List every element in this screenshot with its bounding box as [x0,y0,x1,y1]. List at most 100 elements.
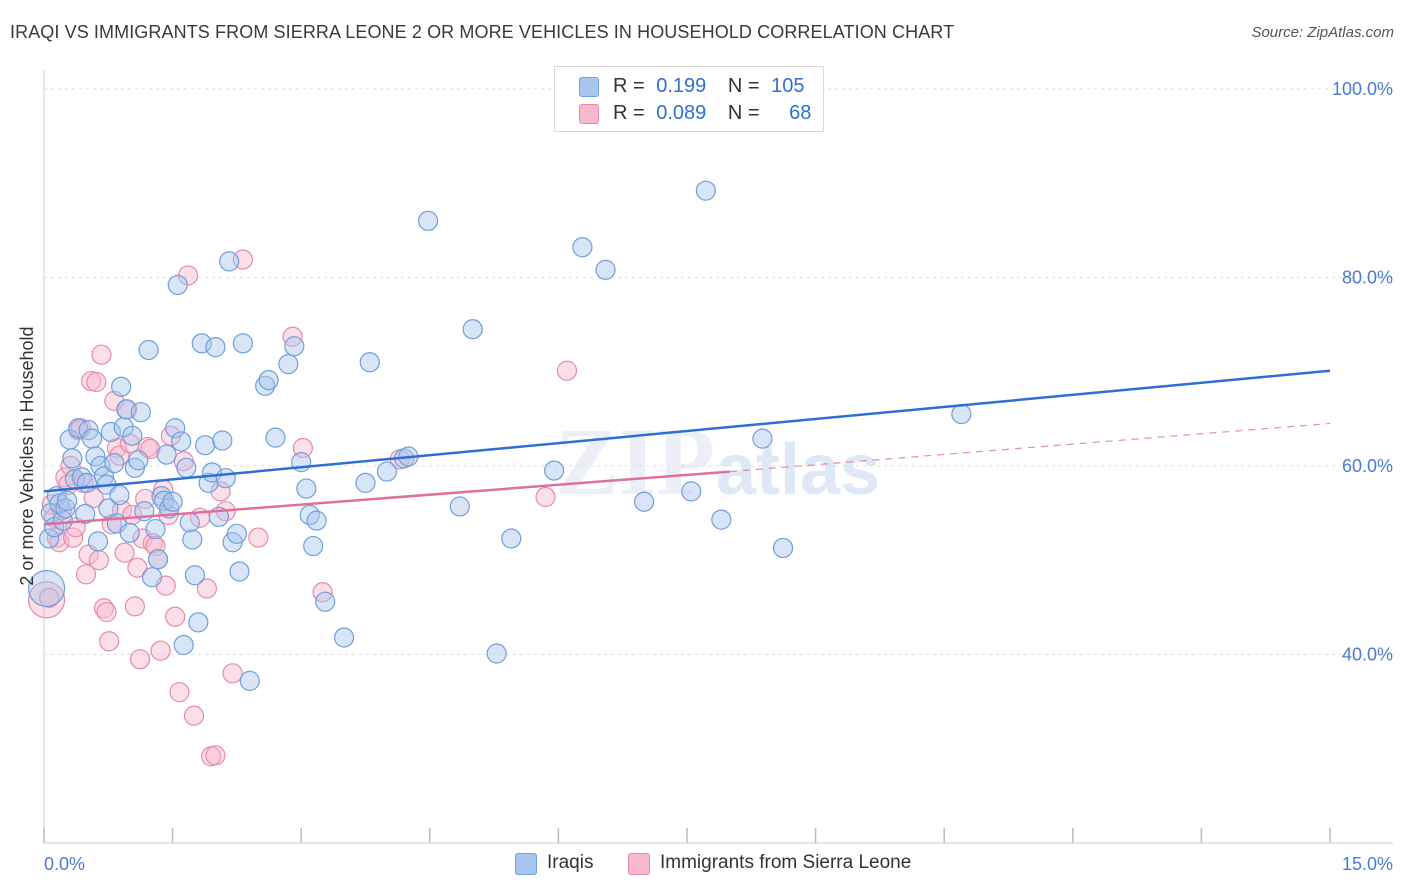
sierra-point [183,705,205,726]
iraqi-point [113,417,134,438]
iraqi-point [695,180,716,201]
iraqi-point [176,457,197,478]
iraqi-point [544,460,565,481]
sierra-point [83,487,104,509]
legend-r-label: R = [613,102,645,124]
iraqi-point [219,251,240,272]
iraqi-point [39,528,60,549]
iraqi-point [87,531,109,552]
iraqi-point [52,510,73,531]
iraqi-point [306,510,327,531]
iraqi-point [81,428,103,449]
iraqi-point [57,490,78,511]
iraqi-point [449,496,470,517]
iraqi-point [182,529,203,550]
watermark-atlas: atlas [716,430,880,510]
iraqi-point [119,522,140,543]
iraqi-point [173,634,194,656]
sierra-point [114,542,135,563]
iraqi-point [232,333,254,354]
sierra-point [96,601,117,623]
iraqi-point [167,274,188,296]
legend-n-iraqis: 105 [771,75,805,97]
iraqi-point [162,491,183,512]
iraqi-point [171,431,192,452]
sierra-point [39,587,60,609]
iraqi-point [229,561,250,582]
iraqi-point [417,210,439,231]
watermark-zip: ZIP [555,408,715,515]
iraqi-point [951,403,972,425]
iraqi-point [147,549,169,570]
iraqi-point [303,535,324,557]
sierra-trendline-extension [729,422,1331,473]
iraqi-point [634,491,655,512]
chart-title: IRAQI VS IMMIGRANTS FROM SIERRA LEONE 2 … [10,22,955,42]
iraqi-point [104,452,125,474]
sierra-point [91,344,112,365]
sierra-point [93,598,115,619]
sierra-point [169,682,190,703]
sierra-point [86,371,107,393]
y-axis-label: 2 or more Vehicles in Household [17,326,37,585]
iraqi-point [85,446,106,467]
legend-n-label: N = [727,102,760,124]
iraqi-point [55,498,76,519]
iraqi-point [184,565,205,586]
y-tick-label: 100.0% [1332,79,1393,99]
iraqi-points [27,180,972,691]
iraqi-point [359,352,380,373]
iraqi-point [681,481,702,502]
sierra-point [99,631,120,652]
iraqi-point [130,402,151,423]
iraqi-point [752,428,773,449]
sierra-point [106,437,127,459]
sierra-point [150,640,171,661]
trendlines [43,369,1331,526]
sierra-point [75,564,97,585]
sierra-point [129,649,151,670]
sierra-point [535,486,556,508]
iraqi-point [772,537,794,559]
iraqi-point [376,461,398,482]
iraqi-point [111,376,132,397]
sierra-point [122,504,143,526]
iraqi-point [711,509,732,530]
iraqi-point [195,435,216,456]
iraqi-point [27,569,66,608]
iraqi-point [572,237,593,258]
legend-n-label: N = [727,75,760,97]
sierra-point [145,535,166,557]
iraqi-point [486,643,507,664]
stats-legend: R = 0.199 N = 105 R = 0.089 N = 68 [554,66,824,132]
iraqi-point [205,337,226,358]
axes [43,70,1393,844]
legend-swatch-iraqis [579,77,599,97]
iraqi-point [299,504,320,526]
x-tick-max: 15.0% [1342,854,1393,874]
iraqi-point [258,370,279,391]
iraqi-point [138,339,159,361]
legend-r-label: R = [613,75,645,97]
y-tick-label: 40.0% [1342,644,1393,664]
iraqi-point [462,319,483,340]
watermark: ZIP atlas [555,408,880,515]
iraqi-point [333,627,355,648]
iraqi-point [296,478,317,499]
iraqi-point [188,612,209,633]
iraqi-point [255,375,276,396]
iraqi-point [128,450,149,471]
y-tick-label: 60.0% [1342,456,1393,476]
sierra-point [556,360,578,381]
x-tick-labels: 0.0% 15.0% [44,854,1393,874]
legend-r-sierra: 0.089 [656,102,707,124]
sierra-point [88,550,109,571]
bottom-legend-label-iraqis: Iraqis [547,852,594,873]
bottom-legend-swatch-iraqis [515,853,537,875]
sierra-point [248,527,269,548]
sierra-point [124,596,145,617]
sierra-point [205,745,226,766]
iraqi-point [501,528,522,549]
iraqi-point [141,567,163,588]
sierra-point [127,557,148,578]
